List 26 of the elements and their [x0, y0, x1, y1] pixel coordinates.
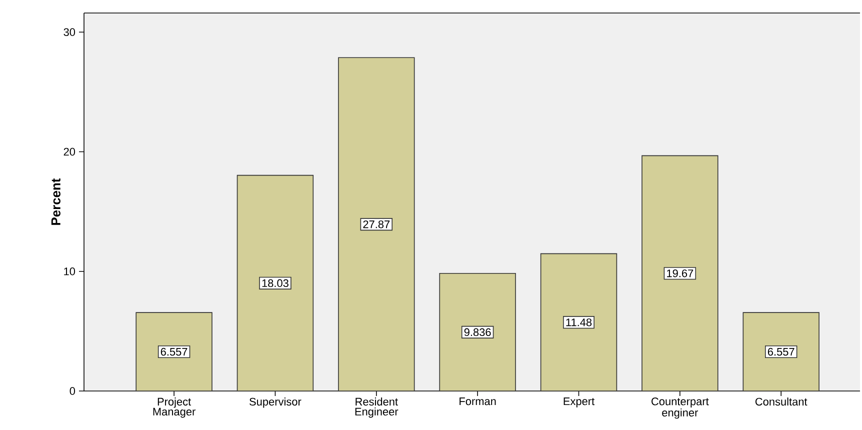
bar: [236, 174, 314, 392]
x-tick-label: Forman: [460, 398, 496, 406]
y-axis-title: Percent: [51, 178, 60, 225]
data-label: 9.836: [464, 328, 491, 336]
x-tick-label: Consultant: [755, 398, 808, 406]
y-tick-label: 20: [64, 148, 76, 156]
x-tick-label: Supervisor: [250, 398, 302, 408]
y-tick-label: 0: [70, 387, 76, 395]
data-label: 11.48: [566, 318, 592, 326]
x-tick-label: Resident Engineer: [355, 398, 398, 418]
bar: [136, 312, 212, 392]
bar: [540, 253, 618, 392]
x-tick-label: Counterpart enginer: [652, 398, 709, 419]
y-tick-label: 10: [64, 268, 76, 276]
bar: [338, 57, 415, 392]
data-label: 18.03: [262, 279, 288, 288]
data-label: 19.67: [667, 269, 694, 278]
x-tick-label: Expert: [564, 398, 595, 408]
y-tick-label: 30: [64, 28, 76, 36]
data-label: 6.557: [160, 348, 188, 356]
data-label: 27.87: [363, 220, 390, 228]
bar: [439, 272, 516, 392]
bar: [742, 312, 820, 392]
bar: [642, 155, 718, 392]
x-tick-label: Project Manager: [153, 398, 196, 418]
data-label: 6.557: [768, 348, 794, 356]
